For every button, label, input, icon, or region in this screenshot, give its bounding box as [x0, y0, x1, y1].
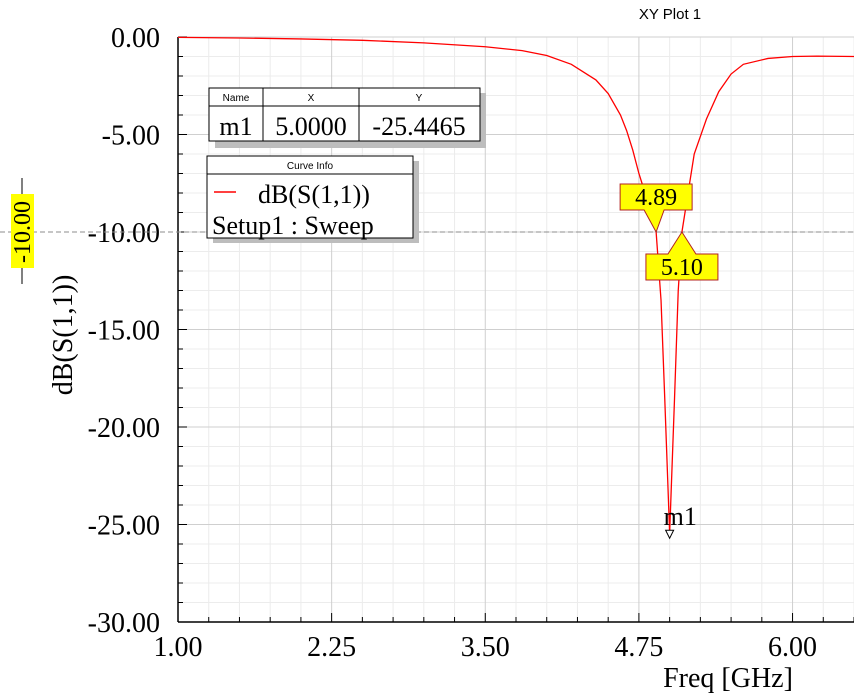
y-tick-label: -20.00: [88, 413, 160, 444]
x-tick-label: 6.00: [768, 632, 817, 663]
axis-ticks: 1.00 2.25 3.50 4.75 6.00 0.00 -5.00 -10.00 -15.0…: [88, 23, 854, 663]
reference-tag-box: [11, 194, 34, 268]
x-axis-label: Freq [GHz]: [663, 663, 793, 694]
crossing-label: 4.89: [635, 185, 677, 211]
y-axis-label: dB(S(1,1)): [48, 275, 79, 396]
crossing-callout-box: [619, 183, 693, 234]
table-cell-y: -25.4465: [372, 112, 465, 141]
annotation-marks: m1 4.89 5.10: [619, 183, 719, 540]
legend-subentry: Setup1 : Sweep: [212, 211, 374, 240]
table-cell-x: 5.0000: [275, 112, 347, 141]
table-header-name: Name: [223, 93, 250, 104]
reference-tag-label: -10.00: [10, 201, 36, 263]
y-tick-label: -30.00: [88, 608, 160, 639]
marker-m1-triangle: [664, 529, 675, 540]
chart-title: XY Plot 1: [639, 6, 701, 23]
curve-info-legend[interactable]: Curve Info dB(S(1,1)) Setup1 : Sweep: [206, 155, 419, 243]
marker-table-frame: [208, 87, 481, 142]
x-tick-label: 4.75: [614, 632, 663, 663]
table-header-y: Y: [416, 93, 423, 104]
crossing-label: 5.10: [661, 255, 703, 281]
marker-m1-label: m1: [664, 502, 697, 531]
y-tick-label: -25.00: [88, 511, 160, 542]
y-tick-label: 0.00: [111, 23, 160, 54]
y-tick-label: -10.00: [88, 218, 160, 249]
x-tick-label: 3.50: [461, 632, 510, 663]
table-header-x: X: [308, 93, 315, 104]
legend-entry: dB(S(1,1)): [258, 180, 370, 209]
table-cell-name: m1: [219, 112, 252, 141]
reference-line-group: -10.00: [0, 178, 854, 284]
y-tick-label: -15.00: [88, 316, 160, 347]
marker-table[interactable]: Name X Y m1 5.0000 -25.4465: [208, 87, 486, 148]
x-tick-label: 2.25: [307, 632, 356, 663]
legend-header: Curve Info: [287, 161, 334, 172]
x-tick-label: 1.00: [154, 632, 203, 663]
legend-frame: [206, 155, 414, 239]
crossing-callout-box: [645, 231, 719, 281]
y-tick-label: -5.00: [102, 121, 160, 152]
